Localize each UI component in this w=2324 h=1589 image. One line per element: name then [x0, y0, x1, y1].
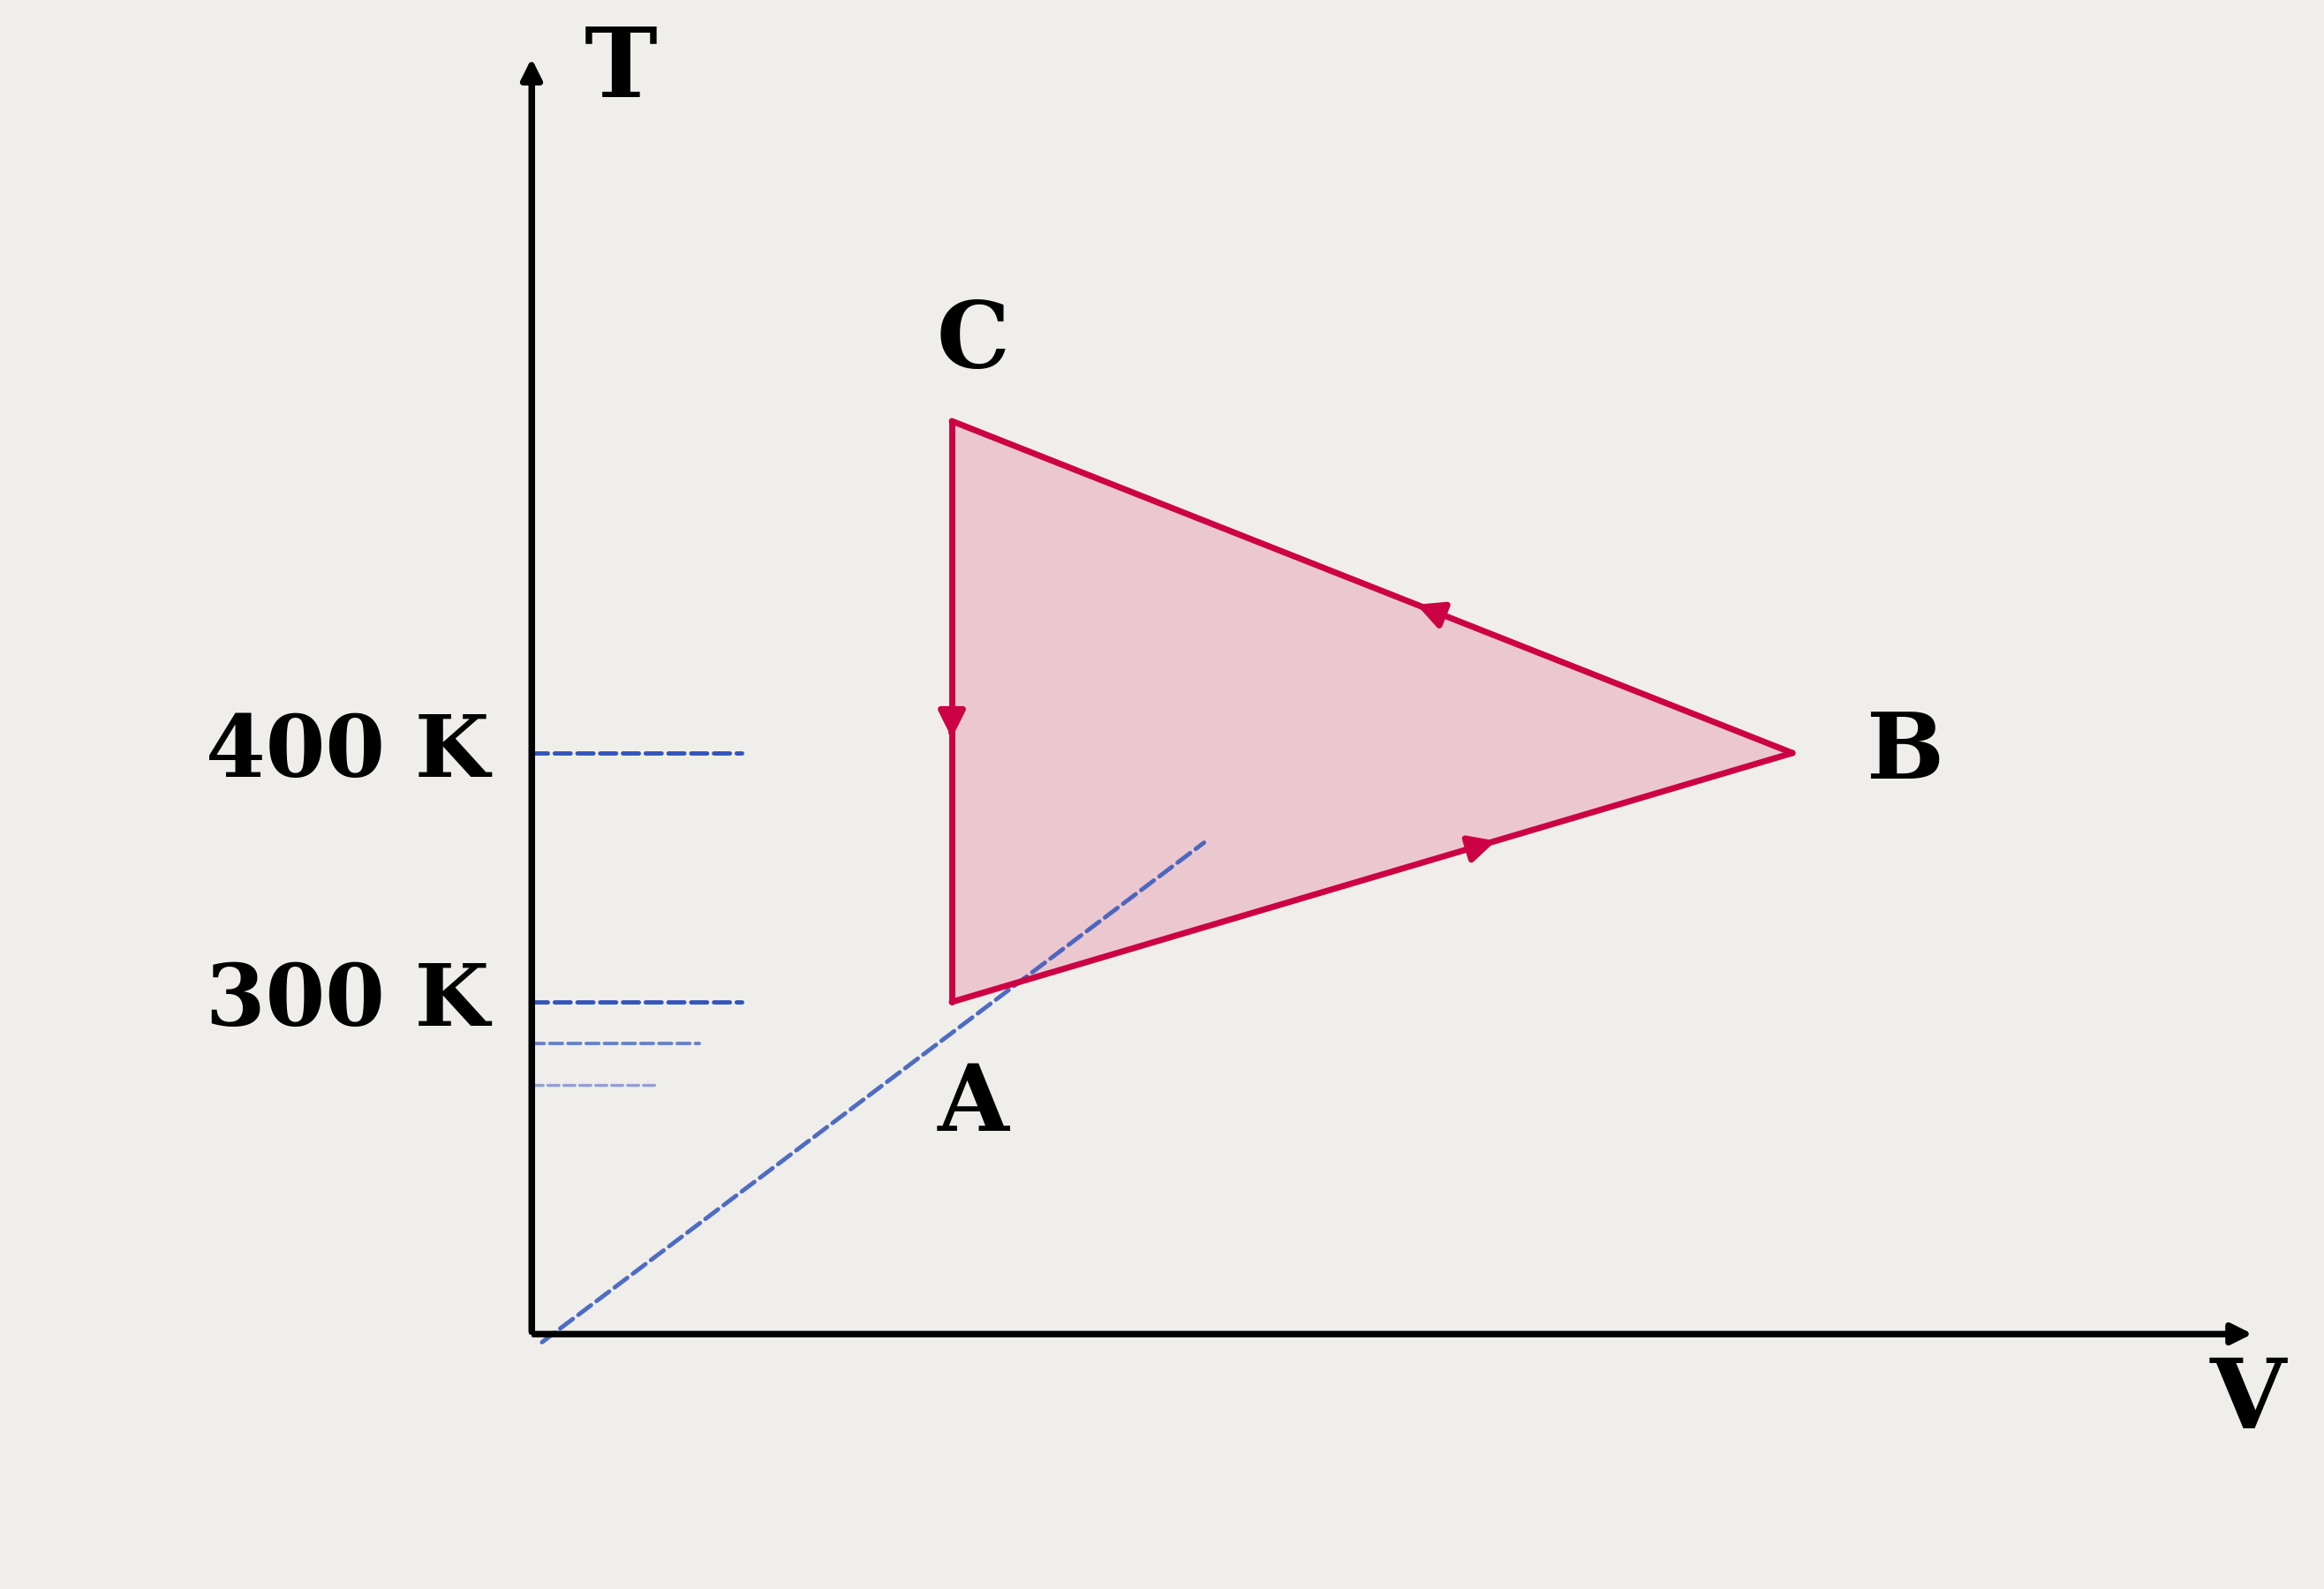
Polygon shape	[953, 421, 1792, 1003]
Text: T: T	[583, 22, 658, 118]
Text: B: B	[1866, 709, 1943, 798]
Text: V: V	[2210, 1354, 2287, 1448]
Text: C: C	[937, 297, 1009, 388]
Text: A: A	[937, 1060, 1009, 1150]
Text: 300 K: 300 K	[207, 960, 490, 1044]
Text: 400 K: 400 K	[207, 712, 490, 794]
